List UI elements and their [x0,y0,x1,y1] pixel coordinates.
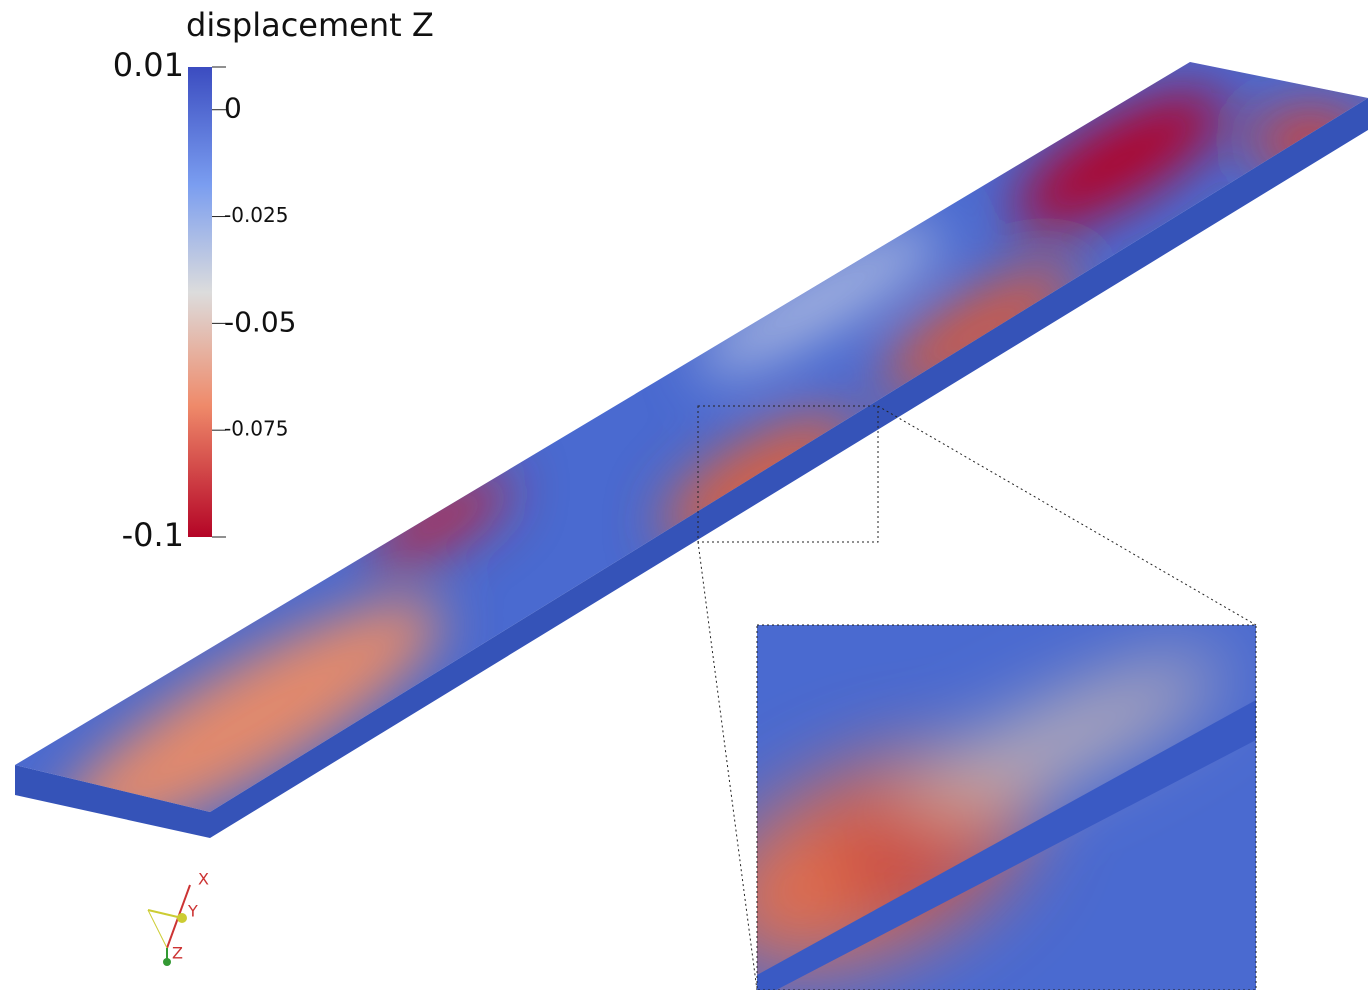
color-bar [188,67,212,537]
legend-tick-label: -0.05 [224,305,296,338]
zoom-box [697,405,879,543]
axis-x-label: X [198,870,209,889]
axis-y-label: Y [187,902,198,921]
orientation-axes: X Y Z [147,870,209,966]
legend-tick-label: -0.075 [224,417,288,441]
legend-title: displacement Z [186,6,434,44]
legend-tick-label: 0 [224,92,242,125]
legend-tick-label: -0.025 [224,203,288,227]
inset-frame [756,624,1257,990]
axis-z-label: Z [172,944,183,963]
legend-max-label: 0.01 [113,46,184,84]
inset-view [757,625,1256,990]
legend-min-label: -0.1 [122,516,184,554]
zoom-lines [697,405,1257,990]
legend-ticks: 0.01 -0.1 0 -0.025 -0.05 -0.075 [113,46,297,554]
